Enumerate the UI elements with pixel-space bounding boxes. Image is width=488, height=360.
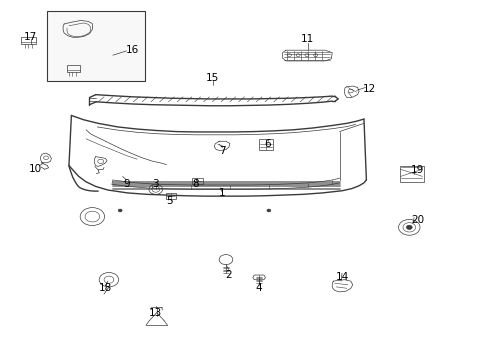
Text: 2: 2 <box>225 270 232 280</box>
Text: 19: 19 <box>410 165 424 175</box>
Circle shape <box>266 209 270 212</box>
Text: 6: 6 <box>264 139 271 149</box>
Bar <box>399 166 423 182</box>
Text: 14: 14 <box>335 272 348 282</box>
Text: 15: 15 <box>206 73 219 83</box>
Text: 7: 7 <box>219 145 225 156</box>
Text: 1: 1 <box>219 188 225 198</box>
Text: 13: 13 <box>149 308 162 318</box>
Text: 5: 5 <box>166 196 173 206</box>
Circle shape <box>118 209 122 212</box>
Bar <box>47 12 144 81</box>
Text: 8: 8 <box>192 179 199 189</box>
Bar <box>21 37 36 44</box>
Text: 10: 10 <box>29 164 42 174</box>
Bar <box>66 65 80 72</box>
Text: 20: 20 <box>410 215 423 225</box>
Bar <box>259 139 272 149</box>
Text: 4: 4 <box>255 283 262 293</box>
Text: 11: 11 <box>301 35 314 44</box>
Text: 12: 12 <box>362 84 375 94</box>
Text: 18: 18 <box>99 283 112 293</box>
Text: 17: 17 <box>24 32 38 41</box>
Bar <box>191 178 202 184</box>
Text: 16: 16 <box>125 45 139 55</box>
Text: 3: 3 <box>152 179 159 189</box>
Circle shape <box>406 225 411 229</box>
Text: 9: 9 <box>123 179 129 189</box>
Bar <box>165 193 176 199</box>
